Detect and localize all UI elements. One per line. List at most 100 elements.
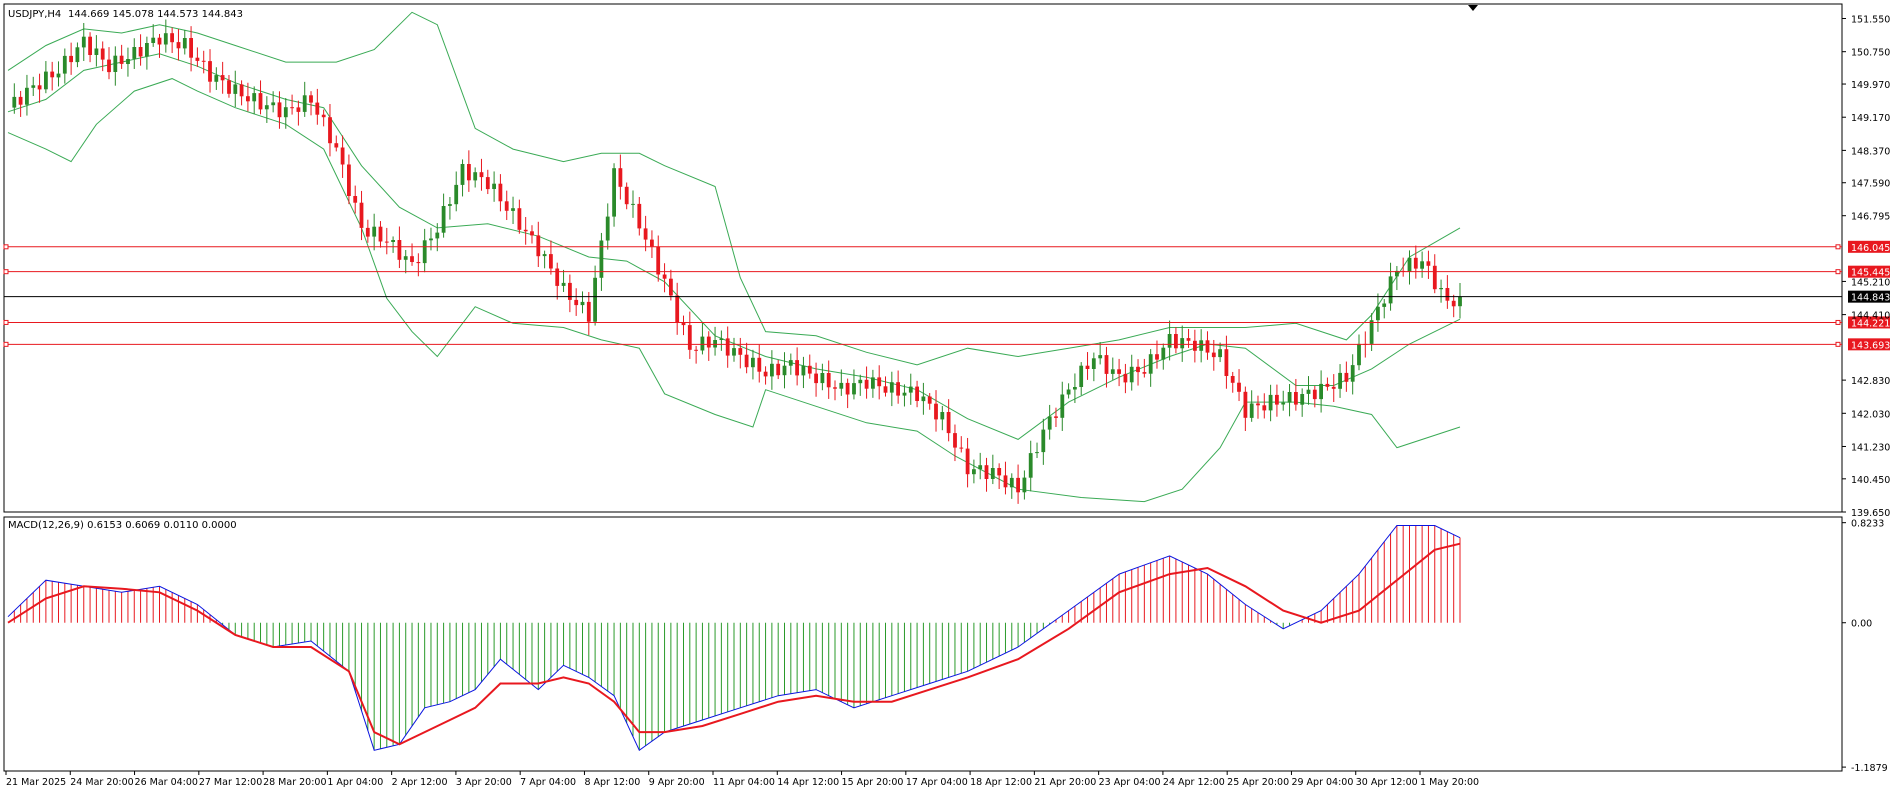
candle <box>1098 342 1103 365</box>
candle <box>650 230 654 259</box>
candle <box>296 100 301 126</box>
candle <box>1243 386 1248 431</box>
candle <box>643 215 648 252</box>
price-tick-label: 149.970 <box>1851 80 1890 91</box>
candle <box>37 73 42 103</box>
candle <box>384 227 389 255</box>
price-tick-label: 142.030 <box>1851 409 1890 420</box>
candle <box>138 34 143 66</box>
candle <box>1205 331 1210 360</box>
candle <box>1028 440 1033 492</box>
candle <box>1110 357 1115 380</box>
candle <box>511 196 515 224</box>
candle <box>725 326 730 368</box>
candle <box>871 369 875 398</box>
price-tick-label: 142.830 <box>1851 376 1890 387</box>
price-level[interactable]: 146.045 <box>3 240 1890 254</box>
horizontal-levels[interactable]: 146.045 145.445 144.843 144.221 143.693 <box>3 240 1890 352</box>
ohlc-label: 144.669 145.078 144.573 144.843 <box>68 9 243 20</box>
candle <box>403 249 408 274</box>
candle <box>485 169 490 195</box>
candle <box>126 47 130 77</box>
candle <box>56 61 61 87</box>
price-panel[interactable] <box>3 3 1843 513</box>
candle <box>107 47 111 80</box>
candle <box>151 24 156 47</box>
candle <box>833 380 837 401</box>
candle <box>113 46 118 86</box>
time-tick-label: 26 Mar 04:00 <box>135 777 198 788</box>
candle <box>1148 349 1153 387</box>
candle <box>814 362 818 397</box>
candle <box>669 269 673 301</box>
candle <box>631 190 635 218</box>
candle <box>1262 393 1267 419</box>
candle <box>1041 418 1046 465</box>
candle <box>681 315 686 336</box>
candle <box>467 150 471 192</box>
candle <box>972 459 976 484</box>
candle <box>877 365 882 400</box>
candle <box>132 38 137 69</box>
time-tick-label: 11 Apr 04:00 <box>713 777 775 788</box>
candle <box>264 96 269 123</box>
candle <box>719 330 724 351</box>
macd-signal-line <box>7 542 1461 746</box>
candle <box>675 282 680 335</box>
price-tick-label: 139.650 <box>1851 508 1890 519</box>
candle <box>908 373 913 405</box>
candle <box>277 91 282 129</box>
candle <box>1009 473 1014 499</box>
price-level[interactable]: 145.445 <box>3 265 1890 279</box>
time-tick-label: 23 Apr 04:00 <box>1099 777 1161 788</box>
candle <box>1312 385 1317 408</box>
candle <box>176 29 181 61</box>
time-tick-label: 24 Mar 20:00 <box>70 777 133 788</box>
time-tick-label: 21 Mar 2025 <box>6 777 66 788</box>
time-tick-label: 15 Apr 20:00 <box>842 777 904 788</box>
price-level[interactable]: 144.843 <box>4 290 1890 304</box>
candle <box>770 350 774 390</box>
level-handle-left <box>3 244 9 250</box>
time-tick-label: 28 Mar 20:00 <box>263 777 326 788</box>
shift-marker-icon[interactable] <box>1468 5 1478 11</box>
candle <box>1035 442 1039 459</box>
candle <box>826 360 831 399</box>
level-price-tag <box>1848 290 1890 303</box>
candle <box>940 405 945 431</box>
candle <box>271 91 276 113</box>
candle <box>1338 364 1342 398</box>
candle <box>1445 275 1450 309</box>
candle <box>984 457 989 492</box>
candle <box>189 26 193 72</box>
candle <box>1256 395 1260 419</box>
candle <box>990 454 995 485</box>
candle <box>239 80 244 106</box>
candle <box>416 253 421 277</box>
candle <box>302 81 307 117</box>
candle <box>612 163 616 227</box>
candle <box>1104 346 1109 388</box>
candle <box>599 232 604 291</box>
candle <box>25 74 29 116</box>
price-level[interactable]: 143.693 <box>3 338 1890 351</box>
time-tick-label: 2 Apr 12:00 <box>392 777 448 788</box>
candle <box>1287 383 1292 417</box>
candle <box>549 240 553 275</box>
candle <box>1344 361 1349 392</box>
candle <box>163 19 168 53</box>
candle <box>921 382 926 415</box>
candle <box>864 366 869 399</box>
candle <box>523 216 528 245</box>
candle <box>460 159 465 197</box>
candle <box>555 262 560 300</box>
candle <box>233 70 238 107</box>
candle <box>662 263 667 293</box>
price-level[interactable]: 144.221 <box>3 316 1890 329</box>
candle <box>1249 390 1254 422</box>
candle <box>1451 294 1456 318</box>
candle <box>340 135 345 178</box>
level-handle-right <box>1835 319 1841 325</box>
candle <box>751 349 755 380</box>
